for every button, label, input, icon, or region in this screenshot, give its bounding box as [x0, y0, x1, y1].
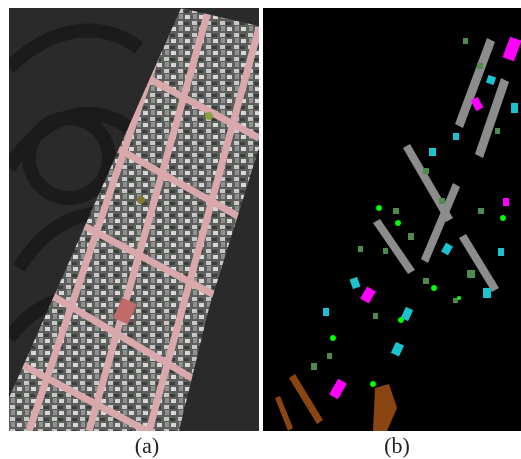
aerial-strip	[9, 8, 259, 431]
caption-b: (b)	[384, 433, 410, 458]
aerial-image	[9, 8, 259, 431]
class-brown-segments	[275, 374, 397, 431]
classification-map-panel	[263, 8, 521, 431]
background-ornament	[9, 23, 144, 343]
aerial-image-panel	[9, 8, 259, 431]
classification-map	[263, 8, 521, 431]
class-magenta-segments	[329, 36, 521, 400]
class-lime-segments	[330, 205, 506, 387]
road-network	[9, 8, 259, 431]
class-gray-segments	[373, 38, 509, 292]
class-green-segments	[311, 38, 500, 370]
class-cyan-segments	[323, 74, 518, 357]
caption-a: (a)	[134, 433, 160, 458]
